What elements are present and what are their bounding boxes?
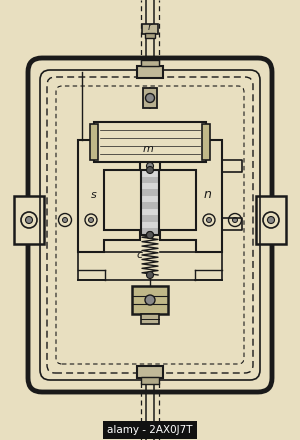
Bar [141,183,159,190]
Bar [142,24,158,34]
Bar [141,170,159,235]
Bar [141,196,159,202]
Text: s: s [91,190,97,200]
Circle shape [146,271,154,279]
Bar [141,170,159,176]
Bar [141,314,159,324]
Circle shape [146,162,154,169]
Text: n: n [204,188,212,201]
Bar [94,122,206,162]
Bar [141,190,159,196]
Text: c: c [137,250,143,260]
Circle shape [232,217,238,223]
Circle shape [206,217,211,223]
Bar [137,66,163,78]
FancyBboxPatch shape [28,58,272,392]
Text: r: r [148,22,152,32]
Circle shape [146,231,154,238]
Polygon shape [78,140,140,252]
Bar [141,216,159,222]
Circle shape [26,216,32,224]
Circle shape [62,217,68,223]
Bar [141,228,159,235]
Bar [202,124,210,160]
Bar [137,366,163,378]
Circle shape [21,212,37,228]
Text: m: m [142,144,153,154]
Circle shape [85,214,97,226]
Bar [141,377,159,384]
Circle shape [146,166,154,173]
Bar [141,176,159,183]
Circle shape [58,213,71,227]
Circle shape [88,217,94,223]
Bar [141,222,159,228]
Bar [90,124,98,160]
Circle shape [263,212,279,228]
Bar [256,196,286,244]
Text: alamy - 2AX0J7T: alamy - 2AX0J7T [107,425,193,435]
Bar [141,209,159,216]
Bar [132,286,168,314]
Bar [143,88,157,108]
Circle shape [229,213,242,227]
Bar [141,60,159,66]
Circle shape [146,94,154,103]
Bar [141,202,159,209]
Circle shape [146,231,154,238]
Bar [145,33,155,38]
Bar [14,196,44,244]
Circle shape [203,214,215,226]
Polygon shape [160,140,222,252]
Circle shape [268,216,274,224]
Circle shape [145,295,155,305]
